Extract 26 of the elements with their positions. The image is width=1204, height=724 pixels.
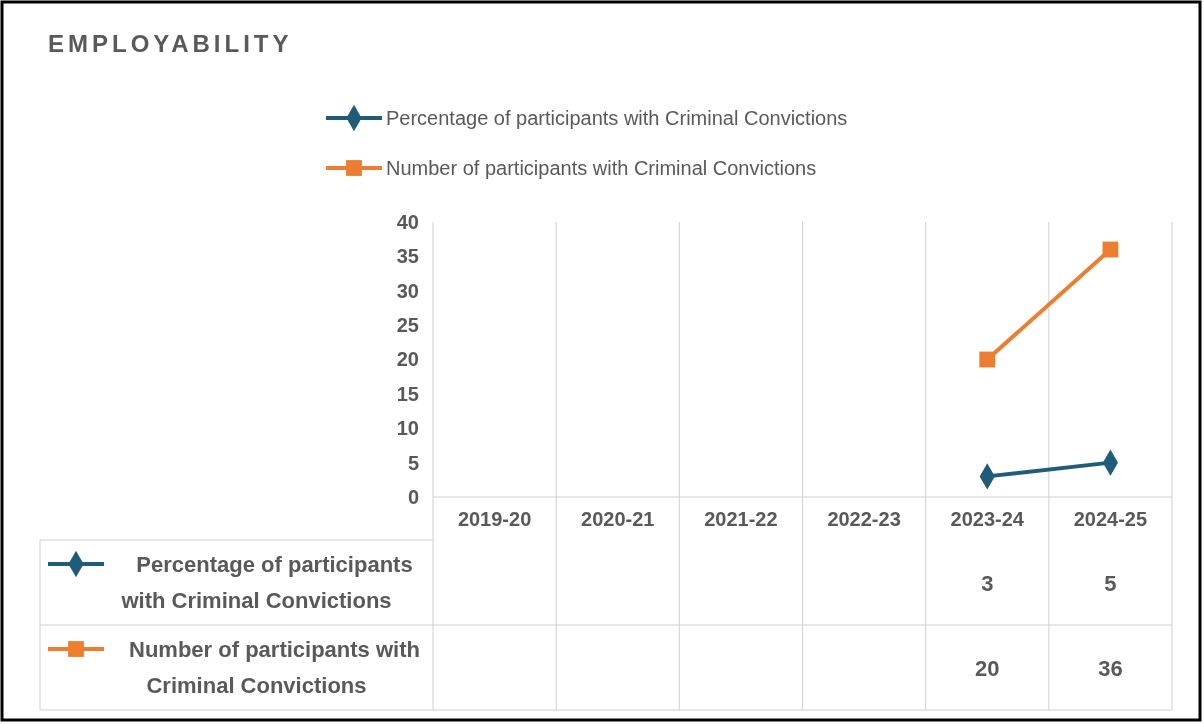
- point: [979, 351, 996, 368]
- x-tick-label: 2020-21: [581, 507, 655, 530]
- y-tick-label: 0: [407, 485, 419, 508]
- x-tick-label: 2024-25: [1073, 507, 1148, 530]
- data-label: 20: [975, 655, 1000, 681]
- text: EMPLOYABILITY: [48, 30, 293, 57]
- y-tick-label: 15: [396, 382, 419, 405]
- y-tick-label: 10: [396, 417, 419, 440]
- legend-label: Number of participants with Criminal Convictions: [386, 157, 817, 179]
- y-tick-label: 25: [396, 314, 419, 337]
- x-tick-label: 2022-23: [827, 507, 901, 530]
- legend-label: Percentage of participants with Criminal Convictions: [386, 107, 848, 129]
- y-tick-label: 35: [396, 245, 419, 268]
- data-label: 5: [1104, 570, 1117, 596]
- point: [1102, 241, 1119, 258]
- x-tick-label: 2019-20: [457, 507, 532, 530]
- y-tick-label: 40: [396, 210, 419, 233]
- data-label: 3: [981, 570, 994, 596]
- y-tick-label: 30: [396, 279, 419, 302]
- x-tick-label: 2021-22: [704, 507, 778, 530]
- y-tick-label: 20: [396, 348, 419, 371]
- x-tick-label: 2023-24: [950, 507, 1025, 530]
- y-tick-label: 5: [407, 451, 419, 474]
- data-label: 36: [1098, 655, 1123, 681]
- text: Number of participants with Criminal Convictions: [129, 637, 420, 698]
- text: Percentage of participants with Criminal Convictions: [121, 552, 413, 613]
